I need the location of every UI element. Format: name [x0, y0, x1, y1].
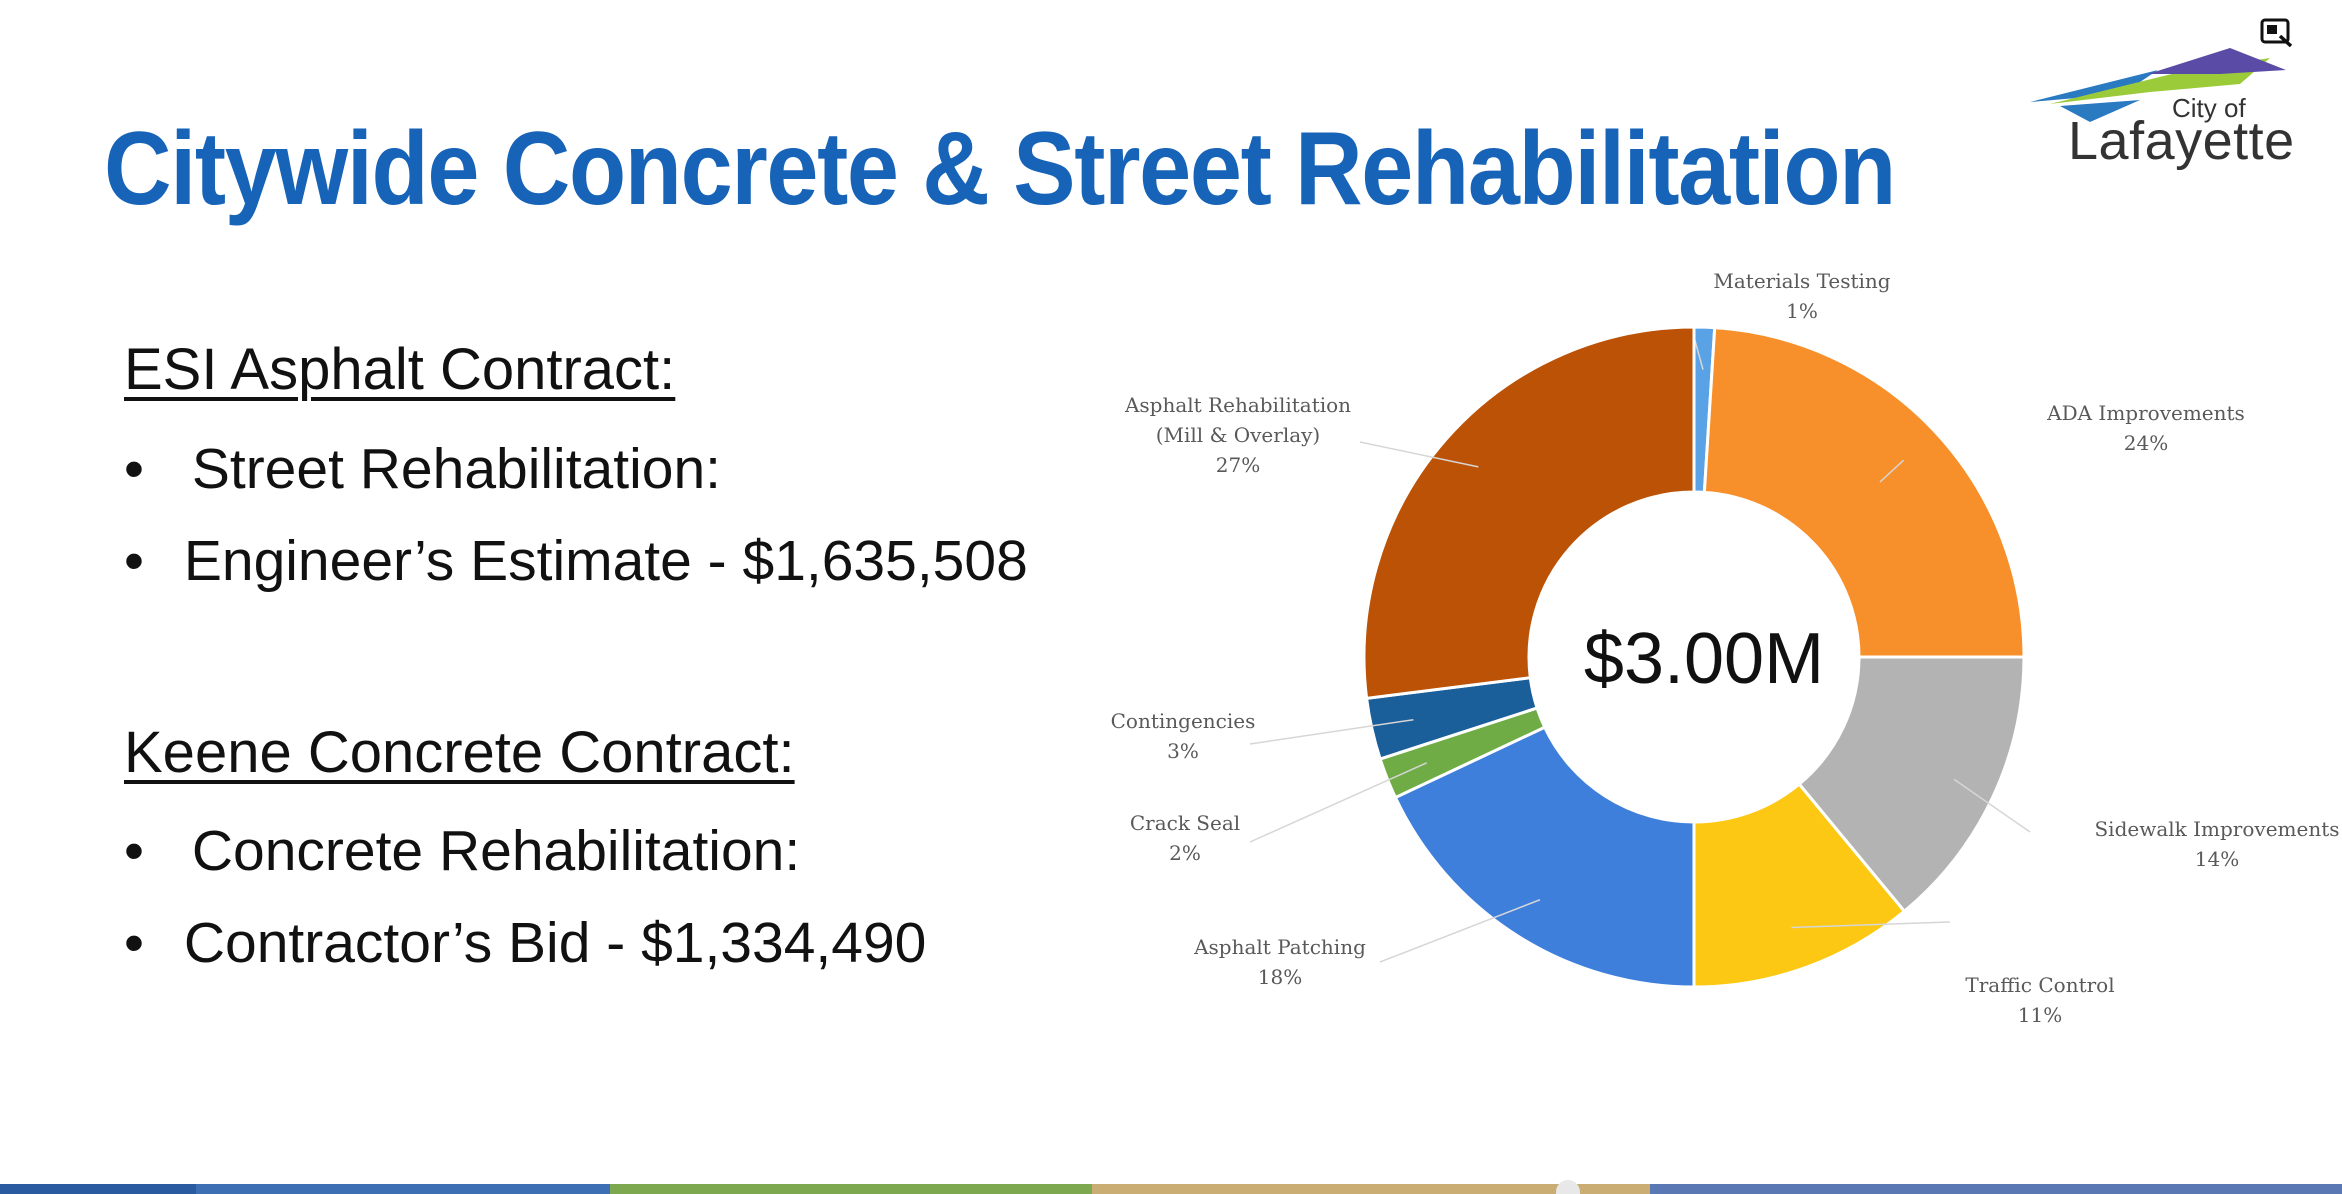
- logo-text-small: City of: [2172, 93, 2246, 123]
- slice-percent-label: 27%: [1216, 453, 1260, 477]
- donut-slice: [1362, 325, 1696, 701]
- slice-percent-label: 1%: [1786, 299, 1818, 323]
- donut-slice: [1692, 782, 1907, 989]
- keene-contract-heading: Keene Concrete Contract:: [124, 720, 795, 785]
- slice-percent-label: 11%: [2018, 1003, 2062, 1027]
- esi-contract-heading: ESI Asphalt Contract:: [124, 337, 676, 402]
- leader-line: [1791, 921, 1951, 929]
- leader-line: [1879, 459, 1905, 483]
- slice-name-label: Contingencies: [1111, 709, 1256, 733]
- bullet-dot: •: [124, 529, 144, 593]
- slice-name-label: Crack Seal: [1130, 811, 1240, 835]
- keene-bullet-2: • Contractor’s Bid - $1,334,490: [124, 910, 926, 976]
- slice-name-label: Sidewalk Improvements: [2094, 817, 2339, 841]
- donut-slice: [1702, 326, 2026, 659]
- scrub-handle[interactable]: [1556, 1180, 1580, 1194]
- logo-text-big: Lafayette: [2068, 111, 2295, 171]
- slide-title: Citywide Concrete & Street Rehabilitatio…: [104, 111, 1896, 227]
- bullet-dot: •: [124, 911, 144, 975]
- slice-name-label: Materials Testing: [1713, 269, 1890, 293]
- slice-name-label: (Mill & Overlay): [1156, 423, 1321, 447]
- slice-percent-label: 2%: [1169, 841, 1201, 865]
- esi-line-2: Engineer’s Estimate - $1,635,508: [183, 529, 1028, 593]
- donut-slice: [1797, 655, 2026, 914]
- bullet-dot: •: [124, 437, 144, 501]
- leader-line: [1379, 899, 1541, 963]
- bullet-dot: •: [124, 819, 144, 883]
- slice-name-label: Traffic Control: [1965, 973, 2114, 997]
- bottom-progress-strip: [0, 1184, 2342, 1194]
- esi-bullet-1: • Street Rehabilitation:: [124, 436, 721, 502]
- city-logo: [2030, 48, 2286, 122]
- expand-icon-glyph: [2260, 18, 2293, 48]
- slice-percent-label: 3%: [1167, 739, 1199, 763]
- leader-line: [1953, 778, 2031, 833]
- esi-bullet-2: • Engineer’s Estimate - $1,635,508: [124, 528, 1028, 594]
- leader-line: [1249, 718, 1414, 745]
- slice-name-label: ADA Improvements: [2046, 401, 2245, 425]
- donut-slice: [1393, 725, 1696, 989]
- keene-bullet-1: • Concrete Rehabilitation:: [124, 818, 800, 884]
- budget-donut-chart: Materials Testing 1% ADA Improvements 24% Si…: [1111, 269, 2340, 1027]
- keene-line-1: Concrete Rehabilitation:: [191, 819, 801, 883]
- leader-line: [1249, 762, 1427, 843]
- slice-percent-label: 18%: [1258, 965, 1302, 989]
- keene-line-2: Contractor’s Bid - $1,334,490: [183, 911, 927, 975]
- slice-name-label: Asphalt Patching: [1193, 935, 1366, 959]
- expand-icon[interactable]: [2258, 14, 2296, 52]
- slice-percent-label: 14%: [2195, 847, 2239, 871]
- leader-line: [1693, 336, 1704, 370]
- leader-line: [1359, 441, 1479, 468]
- slice-name-label: Asphalt Rehabilitation: [1124, 393, 1351, 417]
- donut-center-total: $3.00M: [1584, 619, 1824, 699]
- esi-line-1: Street Rehabilitation:: [191, 437, 721, 501]
- slice-percent-label: 24%: [2124, 431, 2168, 455]
